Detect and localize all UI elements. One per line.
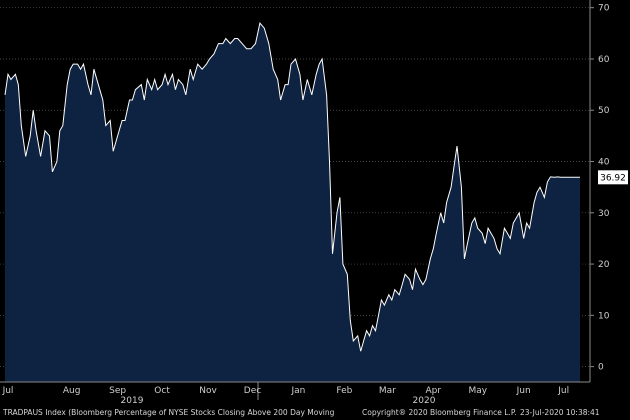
x-tick-label: Jun bbox=[516, 386, 531, 396]
y-tick-label: 70 bbox=[598, 4, 610, 14]
last-value-label: 36.92 bbox=[600, 174, 626, 184]
x-tick-label: Oct bbox=[154, 386, 170, 396]
axes bbox=[0, 0, 594, 400]
x-tick-label: Aug bbox=[63, 386, 81, 396]
y-tick-label: 0 bbox=[598, 363, 604, 373]
series-area bbox=[5, 23, 580, 382]
year-label: 2020 bbox=[413, 396, 436, 405]
chart: 0 10 20 30 40 50 60 70 Jul Aug Sep Oct Nov Dec Jan Feb M… bbox=[0, 0, 628, 405]
last-value-box bbox=[598, 170, 628, 185]
last-value-badge: 36.92 bbox=[598, 170, 628, 185]
x-tick-label: Dec bbox=[244, 386, 261, 396]
y-tick-label: 50 bbox=[598, 106, 610, 116]
x-tick-label: May bbox=[468, 386, 487, 396]
footer-timestamp: 23-Jul-2020 10:38:41 bbox=[520, 408, 600, 417]
x-tick-label: Feb bbox=[336, 386, 352, 396]
y-tick-label: 60 bbox=[598, 55, 610, 65]
x-tick-label: Jan bbox=[290, 386, 305, 396]
footer-copyright: Copyright® 2020 Bloomberg Finance L.P. bbox=[362, 408, 517, 417]
footer-index-description: TRADPAUS Index (Bloomberg Percentage of … bbox=[3, 408, 335, 417]
y-tick-label: 40 bbox=[598, 158, 610, 168]
x-tick-label: Nov bbox=[199, 386, 217, 396]
x-tick-label: Jul bbox=[2, 386, 14, 396]
x-tick-label: Apr bbox=[425, 386, 441, 396]
x-tick-label: Jul bbox=[557, 386, 569, 396]
tick-labels: 0 10 20 30 40 50 60 70 Jul Aug Sep Oct Nov Dec Jan Feb M… bbox=[2, 4, 610, 405]
y-tick-label: 20 bbox=[598, 260, 610, 270]
y-tick-label: 10 bbox=[598, 311, 610, 321]
year-label: 2019 bbox=[121, 396, 144, 405]
x-tick-label: Mar bbox=[379, 386, 396, 396]
y-tick-label: 30 bbox=[598, 209, 610, 219]
series-line bbox=[4, 22, 580, 352]
x-tick-label: Sep bbox=[109, 386, 126, 396]
